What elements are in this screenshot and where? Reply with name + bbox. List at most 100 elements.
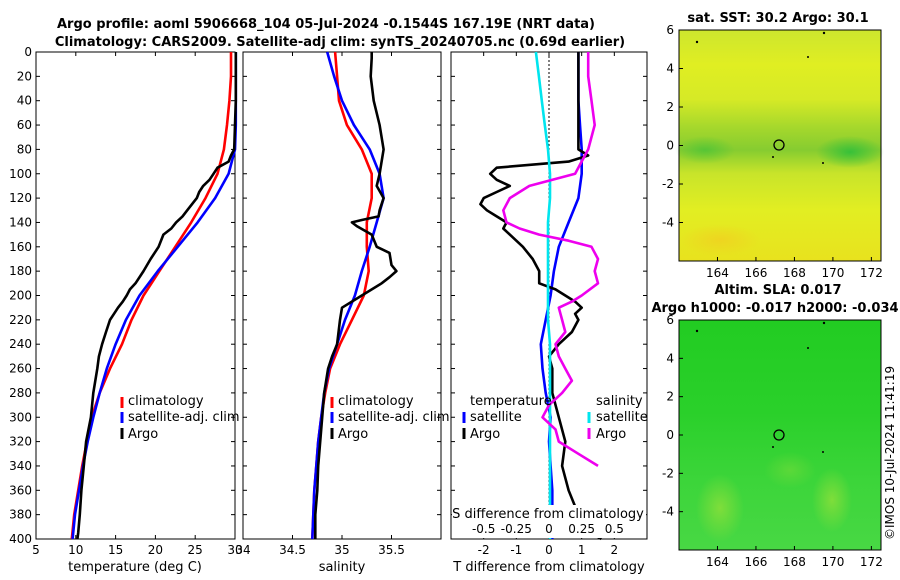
legend-s-argo: Argo [596,427,626,442]
map-y-tick-label: -4 [662,216,674,230]
y-tick-label: 220 [9,313,32,327]
y-tick-label: 360 [9,483,32,497]
legend-salinity-header: salinity [596,394,643,409]
y-tick-label: 260 [9,362,32,376]
salinity-axis-ticks: 34 34.5 35 35.5 [235,52,405,557]
coast-dot [695,329,699,333]
x-tick-label: 2 [611,543,619,557]
map-y-tick-label: 0 [666,428,674,442]
sst-cool-patch-west [675,136,735,164]
map-x-tick-label: 166 [744,555,767,569]
map-y-tick-label: -2 [662,466,674,480]
x-tick-label: 10 [68,543,83,557]
sst-map-title: sat. SST: 30.2 Argo: 30.1 [687,11,868,26]
depth-axis-ticks: 0 20 40 60 80 100 120 140 160 180 200 220 240 260 280 3… [9,45,235,546]
top-axis-label-background [452,505,646,538]
y-tick-label: 140 [9,215,32,229]
coast-dot [772,156,774,158]
y-tick-label: 120 [9,191,32,205]
title-line-1: Argo profile: aoml 5906668_104 05-Jul-20… [57,17,595,32]
s-difference-ticks: -0.5 -0.25 0 0.25 0.5 [472,522,624,536]
salinity-series [243,51,441,540]
y-tick-label: 400 [9,532,32,546]
series-s-satellite [534,51,552,539]
map-x-tick-label: 168 [783,266,806,280]
sla-high-patch-east [812,468,852,532]
coast-dot [822,31,826,35]
legend-temperature-header: temperature [470,394,552,409]
sst-cool-patch [816,136,884,168]
legend-t-argo: Argo [470,427,500,442]
s-tick-label: -0.5 [472,522,495,536]
coast-dot [822,451,824,453]
series-s-argo [501,52,600,468]
x-tick-label: -1 [510,543,522,557]
salinity-legend: climatology satellite-adj. clim Argo [330,394,450,442]
y-tick-label: 0 [24,45,32,59]
y-tick-label: 240 [9,337,32,351]
map-y-tick-label: 4 [666,351,674,365]
x-tick-label: 20 [148,543,163,557]
argo-position-marker [773,429,785,441]
coast-dot [772,446,774,448]
x-tick-label: -2 [478,543,490,557]
sla-map-subtitle: Argo h1000: -0.017 h2000: -0.034 [651,301,898,316]
temperature-panel: 0 20 40 60 80 100 120 140 160 180 200 220 240 260 280 3… [9,45,243,575]
legend-satellite: satellite-adj. clim [128,410,240,425]
difference-legend: temperature salinity satellite Argo sate… [462,394,648,442]
legend-satellite: satellite-adj. clim [338,410,450,425]
legend-s-satellite: satellite [596,410,648,425]
s-tick-label: 0.25 [568,522,595,536]
legend-argo: Argo [338,427,368,442]
sst-map: sat. SST: 30.2 Argo: 30.1 164 166 168 170 17… [662,11,884,280]
y-tick-label: 380 [9,508,32,522]
sla-map-ticks: 164 166 168 170 172 6 4 2 0 -2 -4 [662,313,883,569]
s-tick-label: 0.5 [605,522,624,536]
salinity-axes-box [242,51,442,540]
map-y-tick-label: 2 [666,100,674,114]
x-tick-label: 5 [32,543,40,557]
coast-dot [822,321,826,325]
x-tick-label: 15 [108,543,123,557]
sla-high-patch-center [764,452,816,488]
map-x-tick-label: 170 [821,555,844,569]
temperature-legend: climatology satellite-adj. clim Argo [120,394,240,442]
x-tick-label: 35.5 [378,543,405,557]
map-y-tick-label: 6 [666,23,674,37]
sla-map-title: Altim. SLA: 0.017 [715,283,842,298]
temperature-xlabel: temperature (deg C) [68,560,202,575]
map-x-tick-label: 172 [860,555,883,569]
map-x-tick-label: 164 [706,266,729,280]
map-x-tick-label: 170 [821,266,844,280]
salinity-panel: 34 34.5 35 35.5 salinity climatology satell… [235,51,450,575]
argo-position-marker [773,139,785,151]
x-tick-label: 1 [578,543,586,557]
map-y-tick-label: -2 [662,177,674,191]
coast-dot [807,347,809,349]
legend-argo: Argo [128,427,158,442]
t-difference-xlabel: T difference from climatology [452,560,645,575]
map-x-tick-label: 168 [783,555,806,569]
y-tick-label: 340 [9,459,32,473]
coast-dot [695,40,699,44]
x-tick-label: 35 [334,543,349,557]
y-tick-label: 300 [9,410,32,424]
series-satellite-adj-clim [311,51,385,540]
sla-map: Altim. SLA: 0.017 Argo h1000: -0.017 h20… [651,283,898,569]
salinity-xlabel: salinity [319,560,366,575]
x-tick-label: 0 [545,543,553,557]
map-x-tick-label: 172 [860,266,883,280]
map-y-tick-label: 6 [666,313,674,327]
map-y-tick-label: -4 [662,505,674,519]
s-tick-label: 0 [545,522,553,536]
coast-dot [807,56,809,58]
y-tick-label: 200 [9,289,32,303]
y-tick-label: 60 [17,118,32,132]
x-tick-label: 34 [235,543,250,557]
y-tick-label: 20 [17,69,32,83]
difference-series [451,51,647,541]
series-argo [313,52,398,539]
s-difference-label: S difference from climatology [452,507,644,522]
temperature-series [70,52,238,540]
